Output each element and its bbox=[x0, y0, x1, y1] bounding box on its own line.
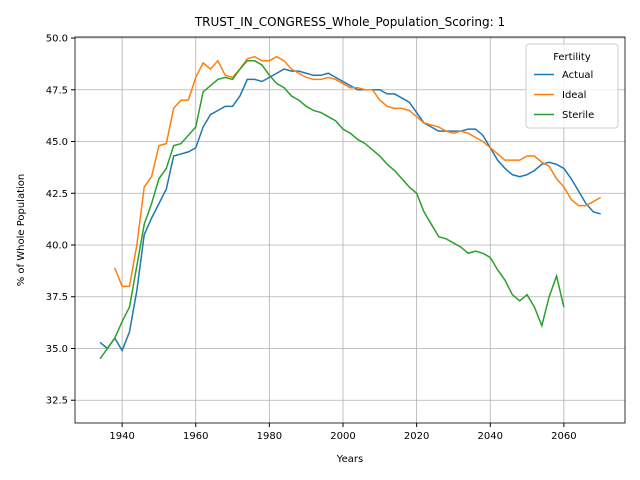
legend-label: Sterile bbox=[562, 110, 594, 121]
y-tick-label: 45.0 bbox=[46, 137, 68, 148]
y-tick-label: 40.0 bbox=[46, 241, 68, 252]
x-tick-label: 2040 bbox=[478, 431, 503, 442]
legend-label: Actual bbox=[562, 70, 593, 81]
chart-title: TRUST_IN_CONGRESS_Whole_Population_Scori… bbox=[194, 15, 505, 29]
legend-title: Fertility bbox=[553, 52, 591, 63]
y-tick-label: 42.5 bbox=[46, 189, 68, 200]
line-series bbox=[114, 55, 602, 288]
line-series bbox=[99, 60, 565, 360]
y-tick-label: 37.5 bbox=[46, 292, 68, 303]
y-axis-label: % of Whole Population bbox=[16, 174, 27, 287]
legend-label: Ideal bbox=[562, 90, 586, 101]
x-tick-label: 2000 bbox=[330, 431, 355, 442]
legend-box bbox=[525, 43, 619, 129]
line-series bbox=[99, 68, 601, 353]
x-tick-label: 2020 bbox=[404, 431, 429, 442]
plot-frame bbox=[74, 36, 626, 424]
y-tick-label: 32.5 bbox=[46, 396, 68, 407]
x-tick-label: 2060 bbox=[551, 431, 576, 442]
legend: Fertility Actual Ideal Sterile bbox=[525, 43, 619, 129]
y-tick-label: 50.0 bbox=[46, 34, 68, 45]
x-tick-label: 1940 bbox=[109, 431, 134, 442]
x-tick-label: 1960 bbox=[183, 431, 208, 442]
x-tick-label: 1980 bbox=[257, 431, 282, 442]
x-axis-label: Years bbox=[336, 454, 363, 465]
y-tick-label: 47.5 bbox=[46, 85, 68, 96]
y-tick-label: 35.0 bbox=[46, 344, 68, 355]
